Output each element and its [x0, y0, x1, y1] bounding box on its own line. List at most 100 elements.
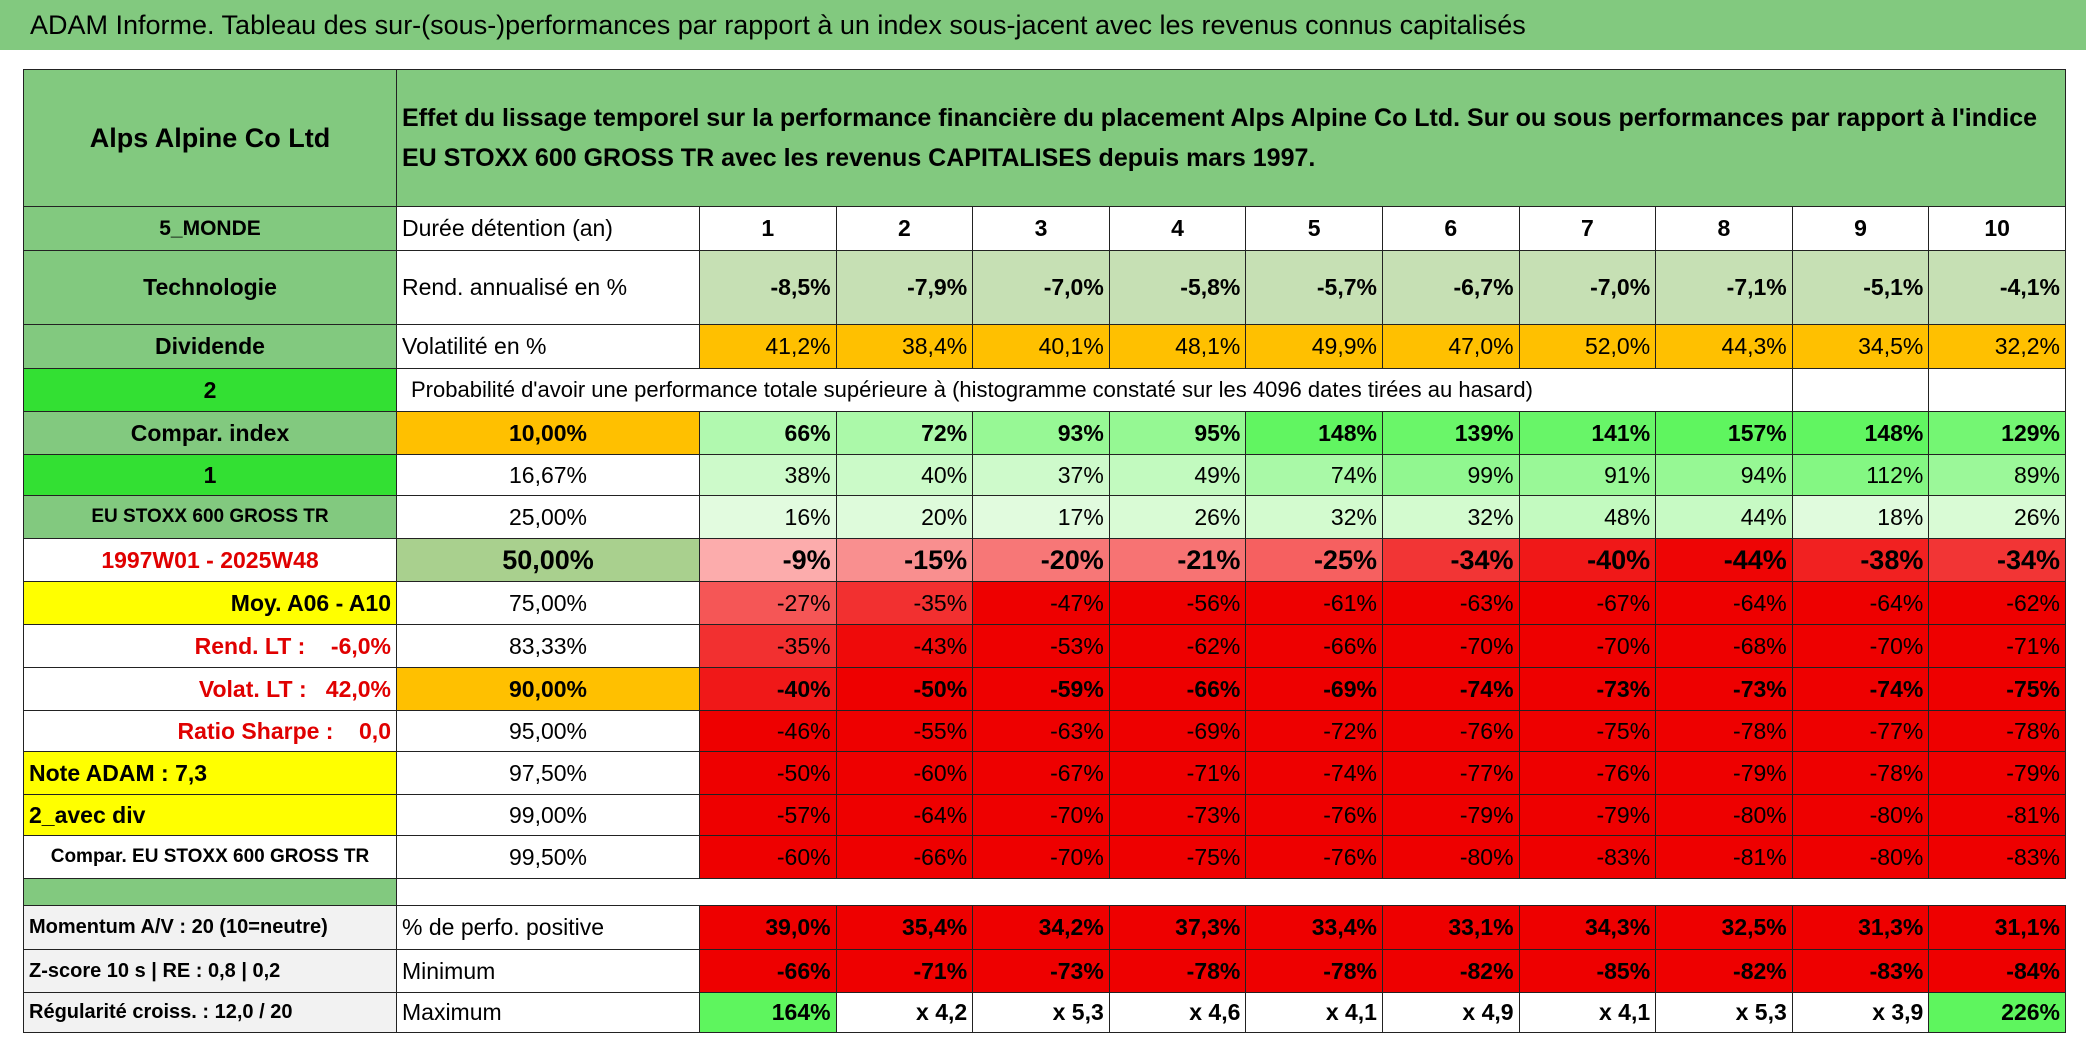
probability-cell: 26% — [1928, 495, 2066, 539]
probability-cell: 74% — [1245, 454, 1383, 496]
summary-cell: 31,1% — [1928, 905, 2066, 950]
probability-cell: -75% — [1108, 835, 1247, 879]
summary-cell: 33,1% — [1381, 905, 1520, 950]
summary-cell: 35,4% — [835, 905, 974, 950]
summary-left: Momentum A/V : 20 (10=neutre) — [23, 905, 397, 950]
table-row: Ratio Sharpe : 0,0 95,00% -46% -55% -63% -69%… — [23, 710, 2066, 752]
threshold: 99,50% — [396, 835, 700, 879]
probability-cell: -9% — [699, 538, 837, 582]
summary-cell: x 4,6 — [1108, 992, 1247, 1033]
probability-cell: 148% — [1791, 411, 1930, 455]
probability-cell: 32% — [1245, 495, 1383, 539]
probability-cell: -63% — [1381, 581, 1520, 625]
table-row: Z-score 10 s | RE : 0,8 | 0,2 Minimum -66%… — [23, 949, 2066, 993]
probability-cell: 66% — [699, 411, 837, 455]
return-cell: -4,1% — [1928, 250, 2066, 325]
probability-cell: -44% — [1655, 538, 1793, 582]
probability-cell: -60% — [699, 835, 837, 879]
left-label: Compar. index — [23, 411, 397, 455]
summary-left: Z-score 10 s | RE : 0,8 | 0,2 — [23, 949, 397, 993]
year-header: 4 — [1108, 206, 1247, 251]
threshold: 75,00% — [396, 581, 700, 625]
probability-cell: -15% — [835, 538, 974, 582]
probability-cell: -77% — [1791, 710, 1930, 752]
year-header: 10 — [1928, 206, 2066, 251]
table-row: 1 16,67% 38% 40% 37% 49% 74% 99% 91% 94% 112% 89% — [23, 454, 2066, 496]
summary-cell: -73% — [972, 949, 1110, 993]
spacer — [23, 878, 397, 906]
probability-cell: 139% — [1381, 411, 1520, 455]
left-label: EU STOXX 600 GROSS TR — [23, 495, 397, 539]
spacer — [396, 878, 2066, 906]
probability-cell: -77% — [1381, 751, 1520, 795]
year-header: 7 — [1518, 206, 1657, 251]
title-bar: ADAM Informe. Tableau des sur-(sous-)per… — [0, 0, 2086, 50]
probability-cell: -72% — [1245, 710, 1383, 752]
threshold: 97,50% — [396, 751, 700, 795]
probability-cell: -80% — [1791, 794, 1930, 836]
summary-cell: 33,4% — [1245, 905, 1383, 950]
probability-cell: -78% — [1655, 710, 1793, 752]
summary-cell: 37,3% — [1108, 905, 1247, 950]
probability-cell: -79% — [1381, 794, 1520, 836]
probability-cell: -64% — [1655, 581, 1793, 625]
left-label: 1 — [23, 454, 397, 496]
summary-cell: -83% — [1791, 949, 1930, 993]
description: Effet du lissage temporel sur la perform… — [396, 69, 2066, 207]
row-label: Durée détention (an) — [396, 206, 700, 251]
year-header: 8 — [1655, 206, 1793, 251]
volatility-cell: 41,2% — [699, 324, 837, 369]
year-header: 5 — [1245, 206, 1383, 251]
probability-cell: 141% — [1518, 411, 1657, 455]
threshold: 95,00% — [396, 710, 700, 752]
threshold: 90,00% — [396, 667, 700, 711]
probability-cell: -75% — [1928, 667, 2066, 711]
table-row: Moy. A06 - A10 75,00% -27% -35% -47% -56% -61%… — [23, 581, 2066, 625]
probability-cell: -21% — [1108, 538, 1247, 582]
probability-cell: -83% — [1928, 835, 2066, 879]
threshold: 16,67% — [396, 454, 700, 496]
probability-cell: 94% — [1655, 454, 1793, 496]
left-label: Dividende — [23, 324, 397, 369]
row-label: % de perfo. positive — [396, 905, 700, 950]
probability-cell: 18% — [1791, 495, 1930, 539]
left-label: 2_avec div — [23, 794, 397, 836]
year-header: 9 — [1791, 206, 1930, 251]
table-row: 5_MONDE Durée détention (an) 1 2 3 4 5 6 7 8 9 10 — [23, 206, 2066, 251]
summary-cell: 31,3% — [1791, 905, 1930, 950]
table-row: Note ADAM : 7,3 97,50% -50% -60% -67% -71% -74… — [23, 751, 2066, 795]
probability-cell: 17% — [972, 495, 1110, 539]
probability-cell: -76% — [1381, 710, 1520, 752]
empty-cell — [1791, 368, 1930, 412]
probability-cell: -34% — [1928, 538, 2066, 582]
probability-cell: 48% — [1518, 495, 1657, 539]
left-label: Volat. LT : 42,0% — [23, 667, 397, 711]
probability-cell: -69% — [1108, 710, 1247, 752]
probability-cell: -59% — [972, 667, 1110, 711]
probability-cell: -79% — [1518, 794, 1657, 836]
empty-cell — [1928, 368, 2066, 412]
probability-cell: 40% — [835, 454, 974, 496]
summary-cell: x 5,3 — [972, 992, 1110, 1033]
probability-cell: -69% — [1245, 667, 1383, 711]
probability-cell: -76% — [1518, 751, 1657, 795]
probability-cell: -74% — [1791, 667, 1930, 711]
probability-cell: 112% — [1791, 454, 1930, 496]
probability-cell: -66% — [1245, 624, 1383, 668]
left-label: Note ADAM : 7,3 — [23, 751, 397, 795]
probability-cell: -47% — [972, 581, 1110, 625]
probability-cell: 16% — [699, 495, 837, 539]
probability-cell: -63% — [972, 710, 1110, 752]
probability-cell: 20% — [835, 495, 974, 539]
probability-cell: -81% — [1655, 835, 1793, 879]
probability-cell: -70% — [1381, 624, 1520, 668]
table-row: 2 Probabilité d'avoir une performance tot… — [23, 368, 2066, 412]
summary-cell: -78% — [1245, 949, 1383, 993]
volatility-cell: 48,1% — [1108, 324, 1247, 369]
probability-cell: -64% — [1791, 581, 1930, 625]
summary-cell: -84% — [1928, 949, 2066, 993]
probability-cell: -35% — [699, 624, 837, 668]
return-cell: -7,9% — [835, 250, 974, 325]
probability-cell: -66% — [835, 835, 974, 879]
probability-cell: -40% — [1518, 538, 1657, 582]
